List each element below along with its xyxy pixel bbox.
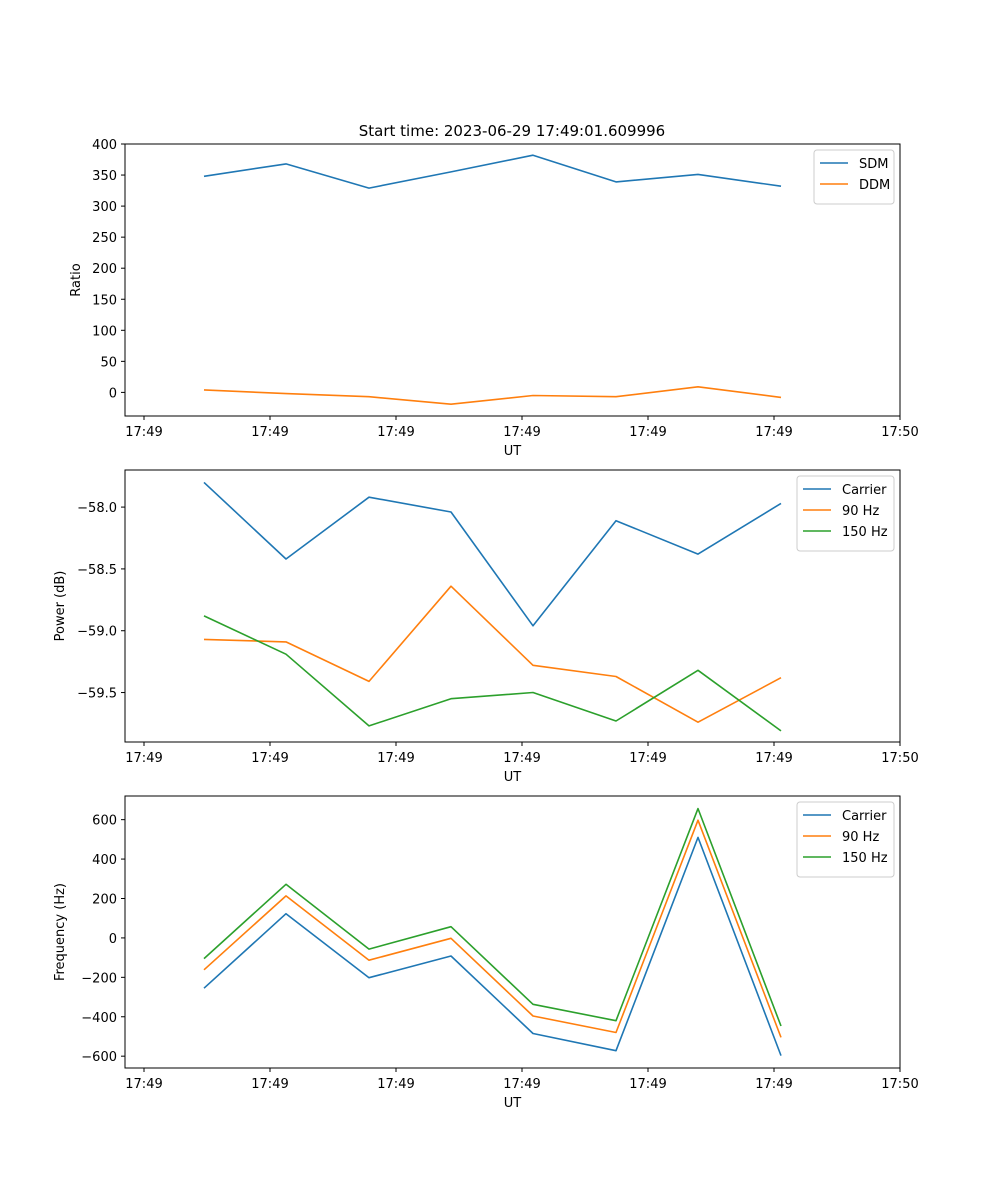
y-tick-label: 350	[92, 169, 117, 184]
y-tick-label: −58.5	[77, 563, 117, 578]
x-tick-label: 17:50	[881, 425, 918, 440]
y-axis-label: Frequency (Hz)	[53, 883, 68, 981]
legend-entry: DDM	[859, 178, 890, 193]
x-axis-label: UT	[504, 770, 522, 785]
legend: Carrier 90 Hz 150 Hz	[796, 801, 895, 878]
series-line-150-hz	[203, 615, 782, 732]
series-line-150-hz	[203, 807, 782, 1027]
legend-entry: Carrier	[842, 483, 887, 498]
y-tick-label: 200	[92, 892, 117, 907]
x-tick-label: 17:49	[755, 751, 792, 766]
x-axis-label: UT	[504, 444, 522, 459]
x-tick-label: 17:49	[377, 751, 414, 766]
x-tick-label: 17:49	[125, 425, 162, 440]
series-line-carrier	[203, 481, 782, 627]
x-tick-label: 17:49	[125, 1077, 162, 1092]
x-tick-label: 17:49	[251, 751, 288, 766]
y-tick-label: −59.5	[77, 687, 117, 702]
legend-box	[796, 475, 895, 552]
x-tick-label: 17:49	[251, 425, 288, 440]
x-tick-label: 17:49	[629, 1077, 666, 1092]
axes-frame	[124, 795, 901, 1069]
x-tick-label: 17:49	[377, 1077, 414, 1092]
x-tick-label: 17:50	[881, 751, 918, 766]
y-tick-label: 0	[109, 932, 117, 947]
legend-entry: 90 Hz	[842, 504, 879, 519]
y-tick-label: 200	[92, 262, 117, 277]
x-tick-label: 17:50	[881, 1077, 918, 1092]
x-tick-label: 17:49	[629, 751, 666, 766]
x-tick-label: 17:49	[377, 425, 414, 440]
legend-box	[796, 801, 895, 878]
y-tick-label: −58.0	[77, 501, 117, 516]
chart-panel-1: 17:49 17:49 17:49 17:49 17:49 17:49 17:50 0 50 10…	[69, 138, 919, 459]
axes-frame	[124, 143, 901, 417]
chart-panel-2: 17:49 17:49 17:49 17:49 17:49 17:49 17:50 −58.0…	[53, 469, 919, 785]
y-tick-label: 0	[109, 386, 117, 401]
y-tick-label: −400	[81, 1011, 117, 1026]
legend: SDM DDM	[813, 149, 895, 205]
y-tick-label: 100	[92, 324, 117, 339]
chart-panel-3: 17:49 17:49 17:49 17:49 17:49 17:49 17:50 −600 −…	[53, 795, 919, 1111]
series-line-90-hz	[203, 585, 782, 724]
y-tick-label: 300	[92, 200, 117, 215]
y-tick-label: 400	[92, 138, 117, 153]
figure-title: Start time: 2023-06-29 17:49:01.609996	[359, 122, 665, 140]
axes-frame	[124, 469, 901, 743]
series-line-90-hz	[203, 819, 782, 1038]
legend: Carrier 90 Hz 150 Hz	[796, 475, 895, 552]
x-tick-label: 17:49	[755, 425, 792, 440]
x-tick-label: 17:49	[251, 1077, 288, 1092]
x-tick-label: 17:49	[755, 1077, 792, 1092]
y-tick-label: −59.0	[77, 625, 117, 640]
y-tick-label: 150	[92, 293, 117, 308]
series-line-ddm	[203, 385, 782, 406]
legend-entry: SDM	[859, 157, 888, 172]
y-tick-label: 600	[92, 814, 117, 829]
y-tick-label: 400	[92, 853, 117, 868]
y-axis-label: Power (dB)	[53, 571, 68, 642]
legend-entry: 150 Hz	[842, 525, 888, 540]
y-tick-label: −600	[81, 1050, 117, 1065]
y-tick-label: 50	[100, 355, 117, 370]
legend-entry: 150 Hz	[842, 851, 888, 866]
x-tick-label: 17:49	[125, 751, 162, 766]
series-line-carrier	[203, 836, 782, 1056]
x-tick-label: 17:49	[503, 1077, 540, 1092]
x-tick-label: 17:49	[503, 751, 540, 766]
x-tick-label: 17:49	[629, 425, 666, 440]
y-tick-label: 250	[92, 231, 117, 246]
y-axis-label: Ratio	[69, 263, 84, 296]
x-axis-label: UT	[504, 1096, 522, 1111]
legend-entry: Carrier	[842, 809, 887, 824]
series-line-sdm	[203, 154, 782, 189]
x-tick-label: 17:49	[503, 425, 540, 440]
y-tick-label: −200	[81, 971, 117, 986]
legend-entry: 90 Hz	[842, 830, 879, 845]
